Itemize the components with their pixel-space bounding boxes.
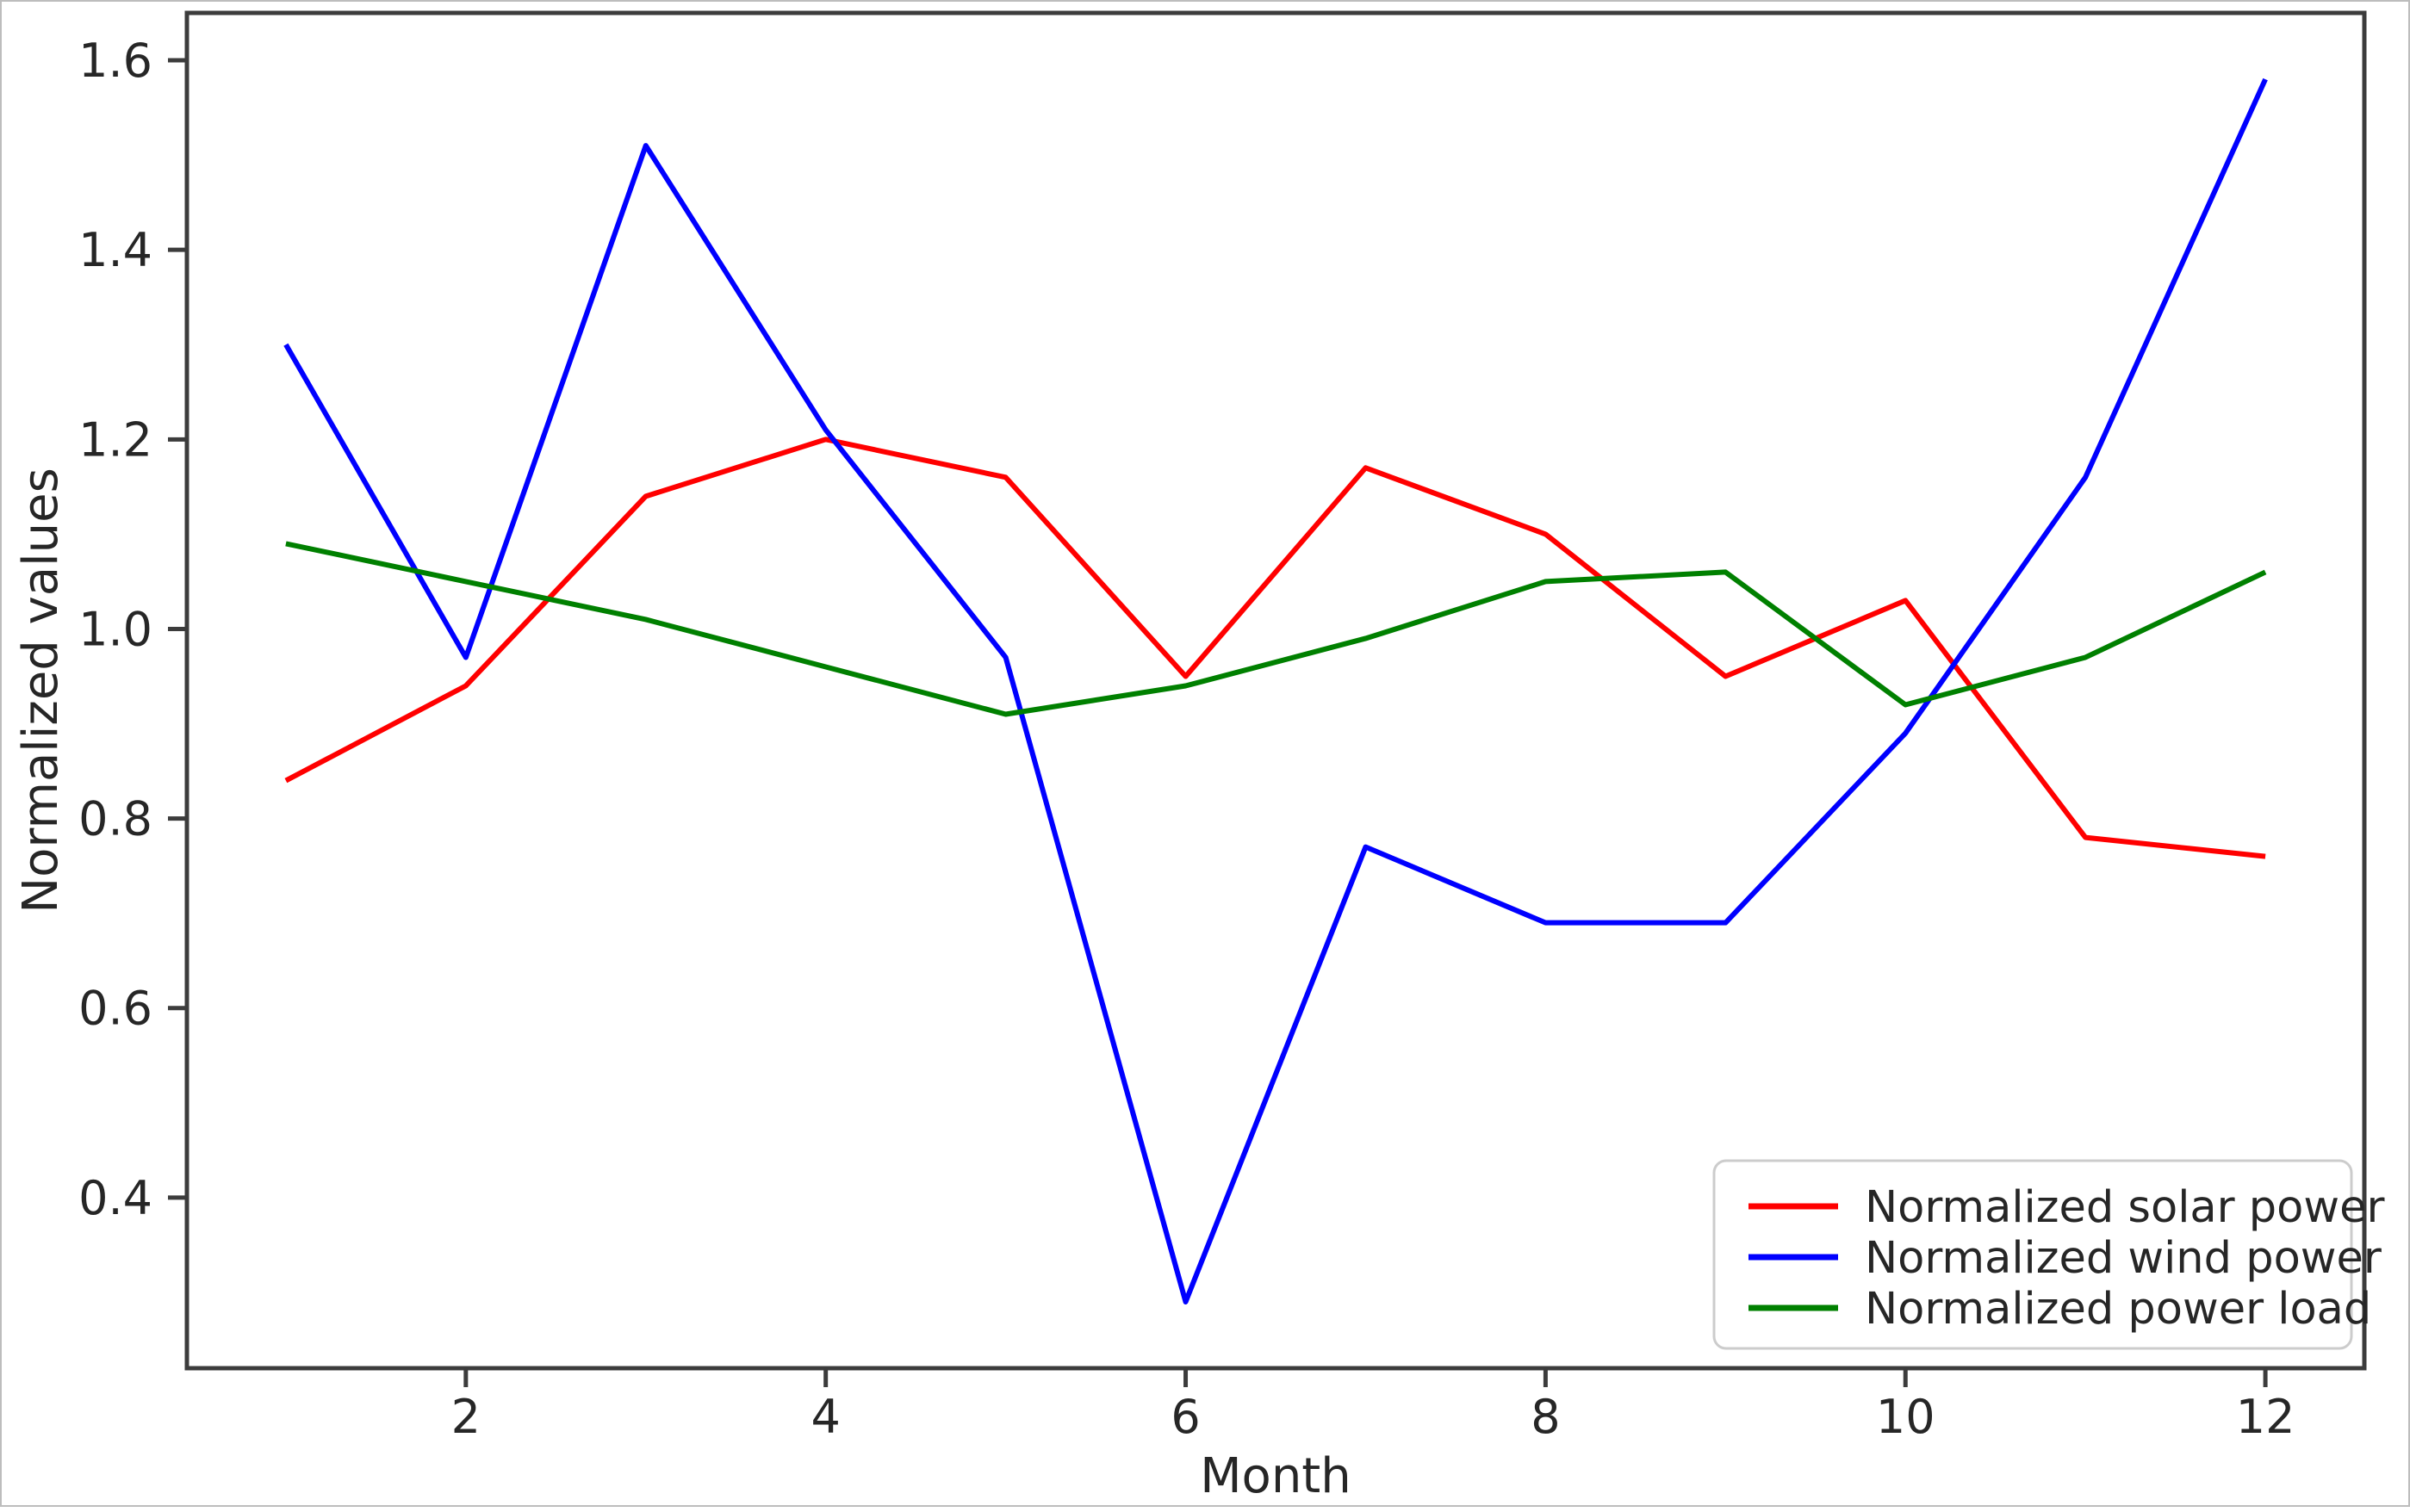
x-tick-label: 10: [1876, 1390, 1935, 1444]
x-tick-label: 8: [1531, 1390, 1560, 1444]
y-tick-label: 1.4: [78, 223, 152, 277]
x-axis-title: Month: [1200, 1448, 1351, 1504]
series-line-0: [284, 437, 2266, 859]
legend: Normalized solar power Normalized wind p…: [1712, 1159, 2384, 1350]
series-line-2: [285, 541, 2267, 717]
legend-label-wind: Normalized wind power: [1865, 1233, 2382, 1284]
x-tick-label: 6: [1171, 1390, 1200, 1444]
series-line-1: [283, 77, 2268, 1304]
y-tick-label: 0.4: [78, 1171, 152, 1225]
y-axis-title: Normalized values: [13, 468, 69, 914]
x-tick-label: 12: [2236, 1390, 2295, 1444]
legend-item-load: Normalized power load: [1748, 1284, 2371, 1335]
axes-frame: [184, 10, 2367, 1371]
x-tick-label: 2: [451, 1390, 481, 1444]
legend-item-wind: Normalized wind power: [1748, 1233, 2382, 1284]
y-tick-label: 1.6: [78, 34, 152, 88]
x-tick-label: 4: [811, 1390, 841, 1444]
legend-label-solar: Normalized solar power: [1865, 1182, 2384, 1233]
plot-area: 2 4 6 8 10 12 0.4 0.6 0.8 1.0 1.2 1.4 1.6: [78, 10, 2367, 1444]
y-tick-label: 1.2: [78, 412, 152, 467]
y-tick-label: 1.0: [78, 602, 152, 656]
y-tick-label: 0.6: [78, 982, 152, 1036]
legend-item-solar: Normalized solar power: [1748, 1182, 2384, 1233]
legend-box: [1712, 1159, 2353, 1350]
y-tick-label: 0.8: [78, 792, 152, 846]
legend-label-load: Normalized power load: [1865, 1284, 2371, 1335]
